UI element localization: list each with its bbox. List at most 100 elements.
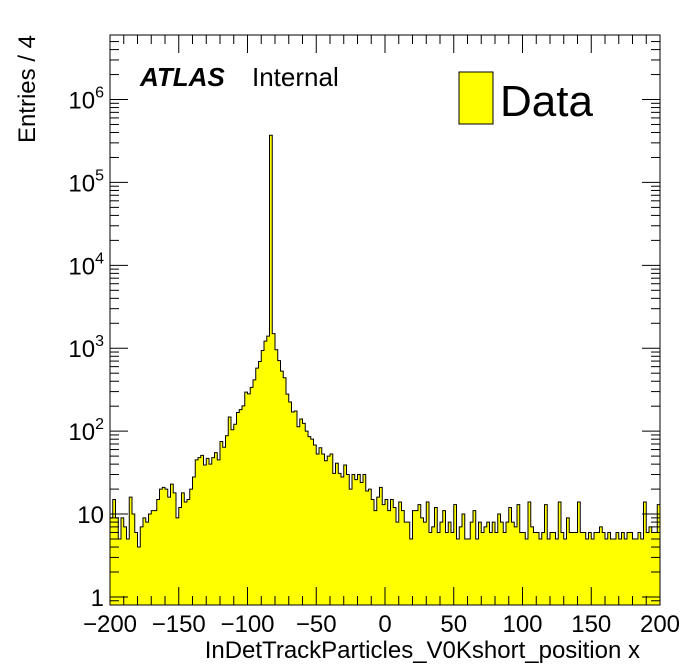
histogram-bin xyxy=(398,501,402,605)
histogram-bin xyxy=(255,368,259,605)
y-tick-label: 10 xyxy=(77,502,104,529)
histogram-bin xyxy=(522,532,526,605)
histogram-bin xyxy=(154,510,157,605)
histogram-bin xyxy=(442,510,446,605)
histogram-bin xyxy=(220,441,223,605)
histogram-bin xyxy=(594,532,597,605)
histogram-bin xyxy=(506,522,509,605)
histogram-bin xyxy=(591,539,595,605)
legend-swatch xyxy=(458,71,494,125)
histogram-bin xyxy=(382,504,386,605)
histogram-bin xyxy=(236,412,240,605)
histogram-bin xyxy=(165,489,168,605)
histogram-bin xyxy=(266,336,270,605)
x-tick-label: 50 xyxy=(440,611,467,638)
histogram-bin xyxy=(209,464,212,605)
axis-ticks xyxy=(109,34,661,605)
x-axis-title: InDetTrackParticles_V0Kshort_position x xyxy=(205,637,640,664)
histogram-bin xyxy=(440,522,443,605)
histogram-bin xyxy=(264,341,267,605)
histogram-bin xyxy=(431,526,435,605)
histogram-bin xyxy=(649,526,652,605)
histogram-bin xyxy=(453,504,457,605)
histogram-bin xyxy=(302,423,306,605)
histogram-bin xyxy=(132,514,135,605)
histogram-bin xyxy=(409,539,413,605)
histogram-bin xyxy=(528,501,531,605)
histogram-bin xyxy=(184,501,188,605)
histogram-bin xyxy=(467,539,471,605)
histogram-bin xyxy=(335,463,339,605)
histogram-bin xyxy=(247,393,251,605)
histogram-bin xyxy=(374,510,377,605)
histogram-bin xyxy=(242,405,245,605)
y-tick-label: 103 xyxy=(68,333,104,363)
histogram-bin xyxy=(112,499,116,605)
histogram-bin xyxy=(121,517,124,605)
histogram-bin xyxy=(137,547,141,605)
histogram-bin xyxy=(486,522,490,605)
histogram-bin xyxy=(148,514,152,605)
histogram-bin xyxy=(286,394,289,605)
histogram-bin xyxy=(492,522,496,605)
x-tick-label: 200 xyxy=(640,611,680,638)
internal-label: Internal xyxy=(252,62,339,92)
y-tick-label: 106 xyxy=(68,85,104,115)
histogram-bin xyxy=(448,522,452,605)
histogram-bin xyxy=(327,456,331,605)
histogram-bin xyxy=(110,517,113,605)
histogram-bin xyxy=(643,501,647,605)
histogram-bin xyxy=(352,474,355,605)
x-tick-label: −50 xyxy=(296,611,337,638)
histogram-bin xyxy=(426,501,430,605)
histogram-bin xyxy=(599,526,603,605)
histogram-outline xyxy=(110,134,660,548)
histogram-bin xyxy=(129,497,133,605)
histogram-bin xyxy=(338,473,342,605)
histogram-bin xyxy=(313,445,317,605)
histogram-bin xyxy=(632,539,636,605)
histogram-bin xyxy=(371,499,375,605)
legend: Data xyxy=(458,71,593,126)
histogram-bin xyxy=(602,532,606,605)
histogram-bin xyxy=(481,532,485,605)
histogram-bin xyxy=(341,476,344,605)
histogram-bin xyxy=(316,454,320,605)
histogram-bin xyxy=(308,436,311,605)
histogram-bin xyxy=(500,522,504,605)
histogram-bin xyxy=(349,489,353,605)
histogram-bin xyxy=(321,454,325,605)
histogram-bin xyxy=(170,484,174,605)
histogram-bin xyxy=(283,377,287,605)
histogram-bin xyxy=(464,539,468,605)
histogram-bin xyxy=(244,392,248,605)
histogram-bin xyxy=(269,135,273,605)
histogram-bin xyxy=(541,532,545,605)
histogram-bin xyxy=(536,532,540,605)
histogram-bin xyxy=(357,474,361,605)
x-tick-label: 0 xyxy=(378,611,391,638)
histogram-bin xyxy=(610,539,614,605)
histogram-bin xyxy=(646,532,650,605)
histogram-bin xyxy=(654,532,658,605)
histogram-bin xyxy=(354,479,358,605)
histogram-bin xyxy=(288,401,292,605)
histogram-bin xyxy=(640,539,644,605)
histogram-bin xyxy=(574,532,578,605)
histogram-bin xyxy=(387,510,391,605)
histogram-bin xyxy=(613,539,617,605)
histogram-bars xyxy=(110,135,661,605)
histogram-bin xyxy=(514,526,518,605)
histogram-bin xyxy=(346,474,350,605)
histogram-bin xyxy=(638,532,641,605)
histogram-bin xyxy=(396,522,399,605)
histogram-bin xyxy=(412,510,416,605)
histogram-bin xyxy=(143,517,146,605)
histogram-bin xyxy=(299,419,303,605)
histogram-bin xyxy=(558,501,562,605)
histogram-bin xyxy=(437,532,441,605)
histogram-bin xyxy=(239,409,243,605)
histogram-bin xyxy=(555,539,559,605)
histogram-bin xyxy=(629,532,633,605)
